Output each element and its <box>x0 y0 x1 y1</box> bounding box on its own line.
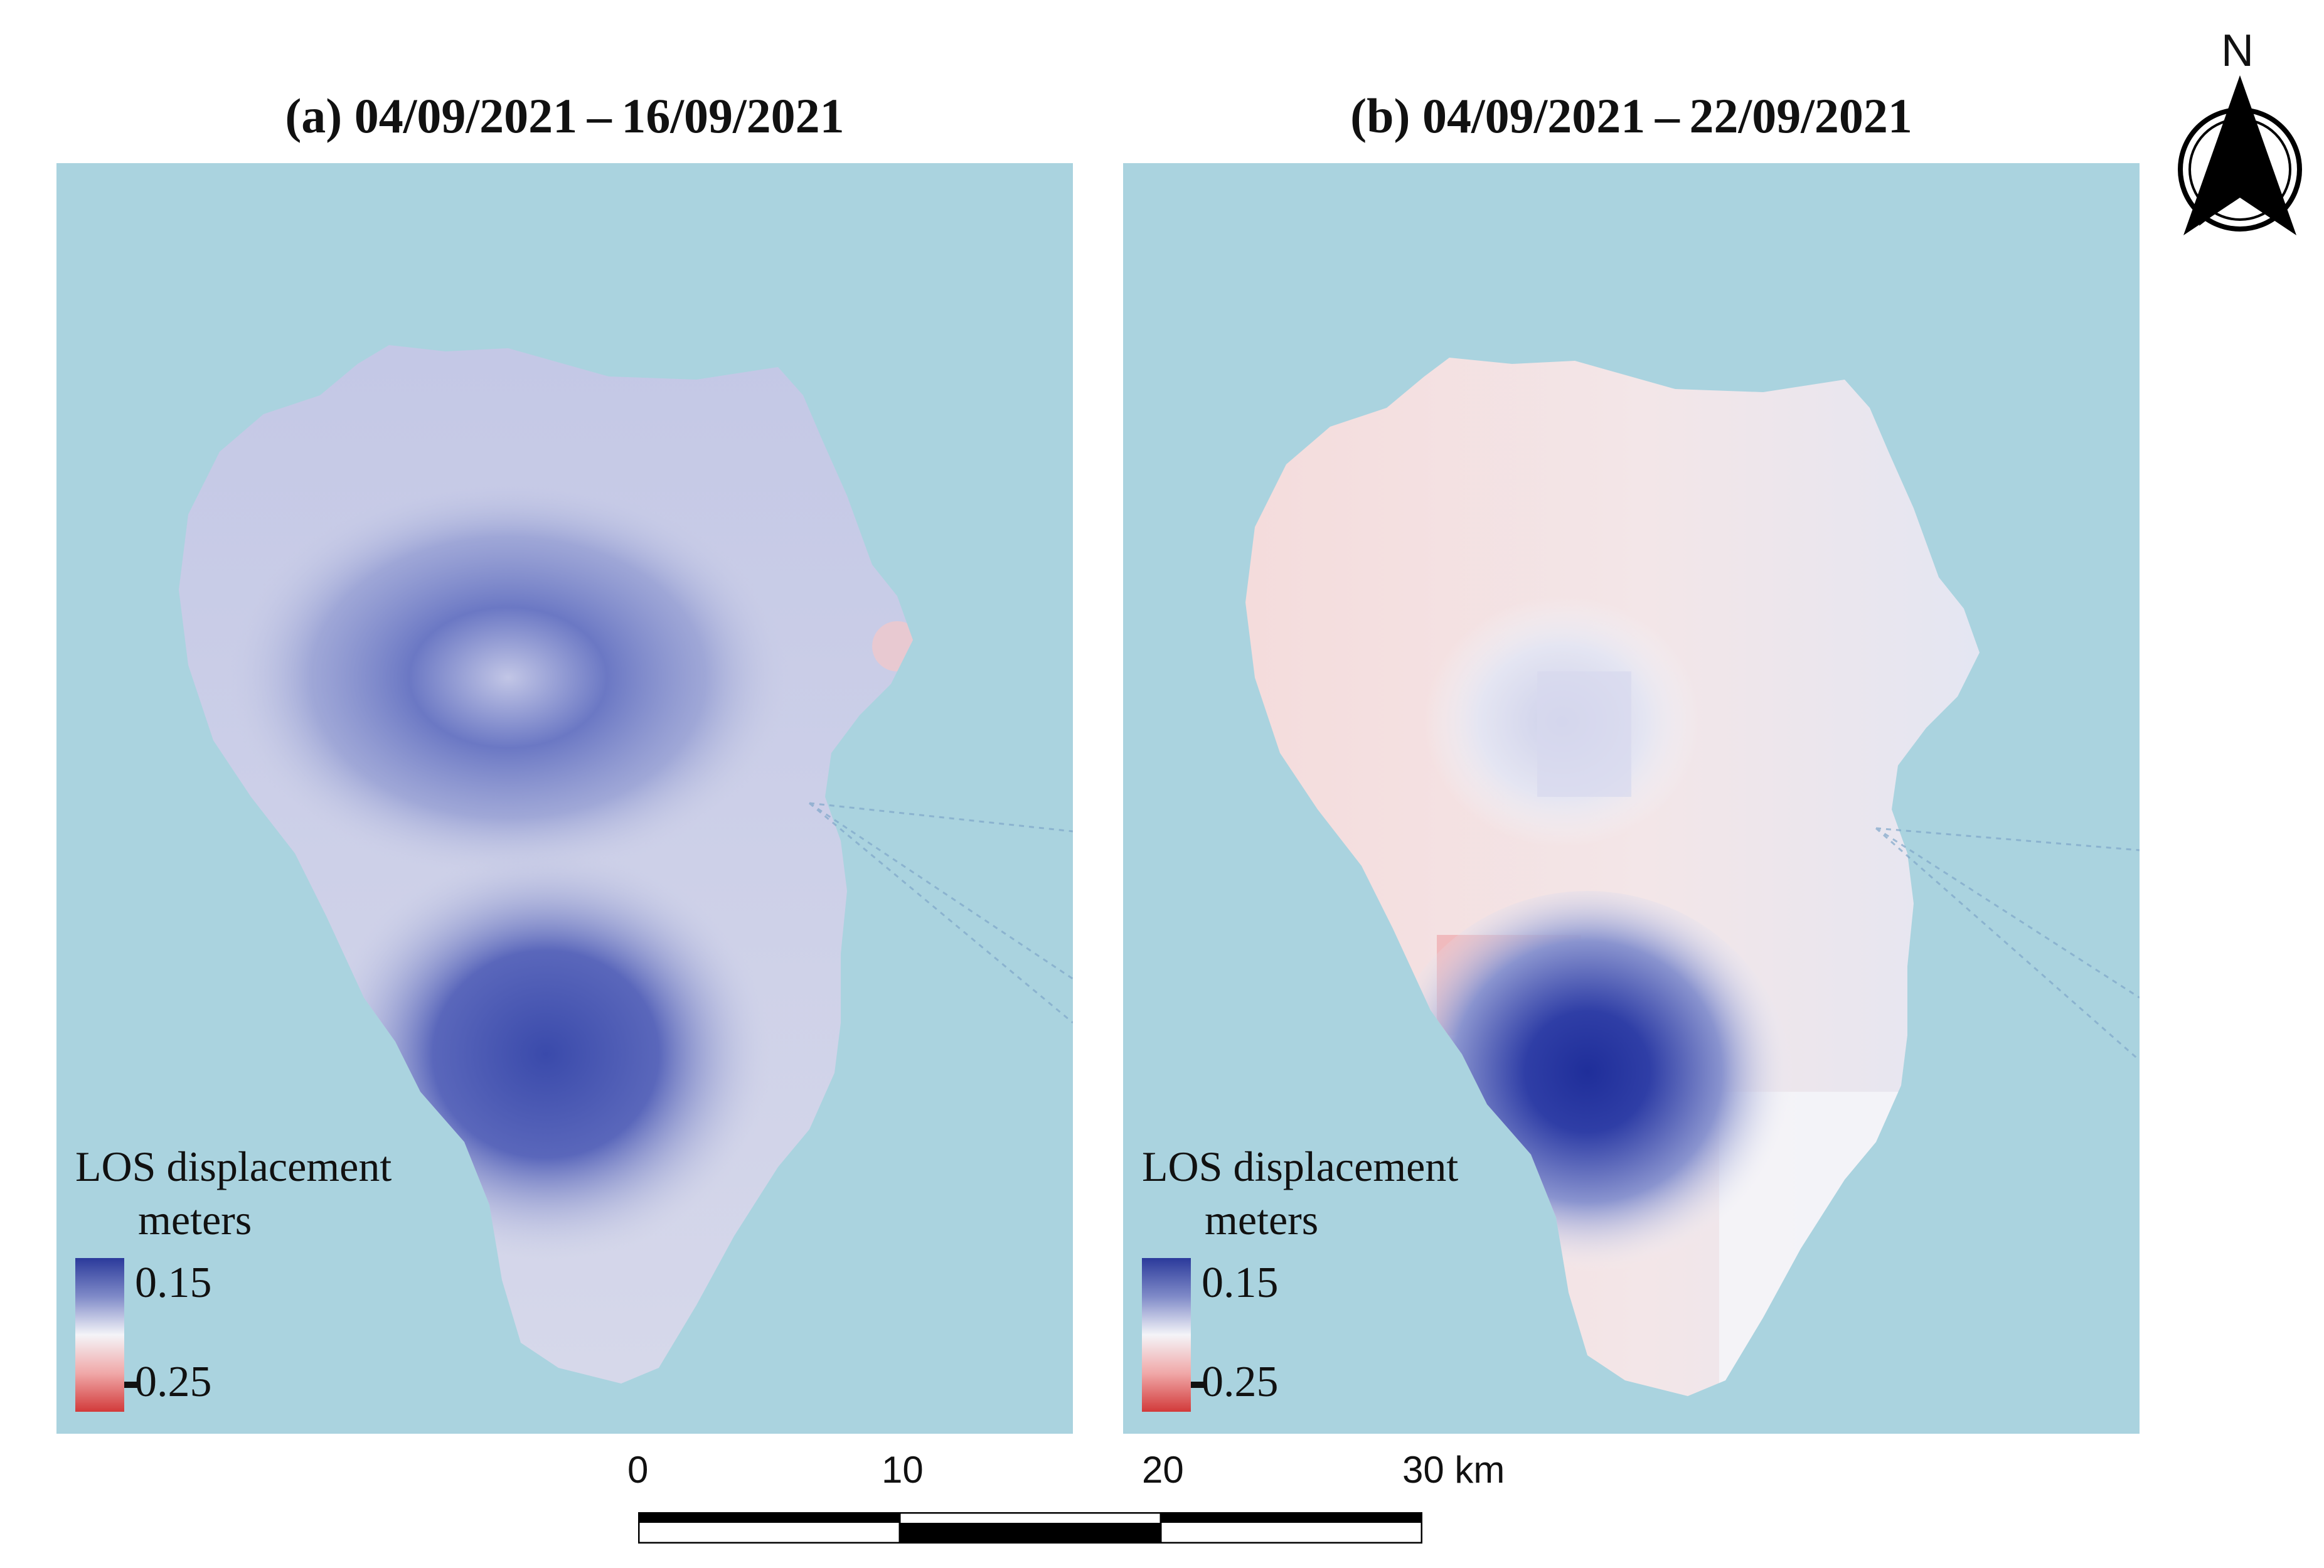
scale-label-10: 10 <box>882 1449 924 1491</box>
uplift-zone-south-b <box>1380 891 1794 1293</box>
legend-min-b: 0.25 <box>1202 1358 1279 1406</box>
scale-bar <box>638 1512 1422 1544</box>
north-arrow-icon <box>2178 75 2302 235</box>
uplift-zone-south-a <box>320 847 772 1261</box>
color-ramp-a <box>75 1258 124 1412</box>
displacement-map-b <box>1245 358 2140 1396</box>
legend-min-tick-a <box>124 1382 138 1388</box>
displacement-map-a <box>179 345 1073 1384</box>
legend-min-tick-b <box>1191 1382 1205 1388</box>
legend-min-a: 0.25 <box>135 1358 212 1406</box>
panel-b-title: (b) 04/09/2021 – 22/09/2021 <box>1350 88 1912 143</box>
legend-unit-b: meters <box>1205 1196 1319 1244</box>
color-ramp-b <box>1142 1258 1191 1412</box>
scale-label-30km: 30 km <box>1402 1449 1505 1491</box>
map-panel-a[interactable]: LOS displacement meters 0.15 0.25 <box>56 163 1073 1434</box>
north-label: N <box>2221 26 2254 76</box>
uplift-zone-north-a <box>226 477 791 878</box>
legend-title-a: LOS displacement <box>75 1143 392 1190</box>
legend-title-b: LOS displacement <box>1142 1143 1459 1190</box>
scale-label-20: 20 <box>1142 1449 1184 1491</box>
map-panel-b[interactable]: LOS displacement meters 0.15 0.25 <box>1123 163 2140 1434</box>
legend-max-b: 0.15 <box>1202 1259 1279 1307</box>
legend-max-a: 0.15 <box>135 1259 212 1307</box>
legend-unit-a: meters <box>138 1196 252 1244</box>
scale-label-0: 0 <box>627 1449 649 1491</box>
panel-a-title: (a) 04/09/2021 – 16/09/2021 <box>285 88 845 143</box>
